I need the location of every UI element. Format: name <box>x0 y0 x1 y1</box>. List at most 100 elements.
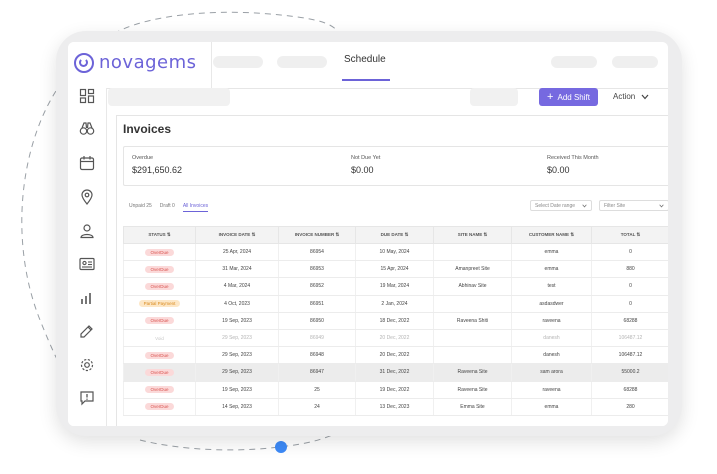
status-cell: OverDue <box>123 312 196 330</box>
status-badge: Partial Payment <box>138 300 181 308</box>
tab-unpaid[interactable]: Unpaid 25 <box>129 203 152 209</box>
invoice-date-cell: 31 Mar, 2024 <box>195 260 279 279</box>
status-badge: Void <box>155 335 164 341</box>
column-header-status[interactable]: STATUS ⇅ <box>123 226 196 244</box>
status-badge: OverDue <box>145 386 174 394</box>
table-row[interactable]: OverDue 29 Sep, 2023 86948 20 Dec, 2022 dane… <box>123 346 668 365</box>
total-cell: 106487.12 <box>591 346 668 365</box>
status-cell: OverDue <box>123 346 196 365</box>
status-cell: OverDue <box>123 381 196 399</box>
customer-name-cell: emma <box>511 398 592 416</box>
overdue-value: $291,650.62 <box>132 165 183 175</box>
nav-placeholder-2[interactable] <box>277 56 327 68</box>
invoices-table: STATUS ⇅ INVOICE DATE ⇅ INVOICE NUMBER ⇅… <box>123 226 668 416</box>
calendar-icon[interactable] <box>79 155 95 171</box>
due-date-cell: 20 Dec, 2022 <box>355 329 434 348</box>
site-name-cell: Raveena Shiti <box>433 312 512 330</box>
action-dropdown[interactable]: Action <box>613 92 649 101</box>
overdue-label: Overdue <box>132 155 154 161</box>
search-placeholder[interactable] <box>108 88 230 106</box>
status-cell: Partial Payment <box>123 295 196 313</box>
nav-placeholder-1[interactable] <box>213 56 263 68</box>
brand-name: novagems <box>99 52 197 73</box>
toolbar-placeholder[interactable] <box>470 88 518 106</box>
edit-icon[interactable] <box>79 323 95 339</box>
table-row[interactable]: Void 29 Sep, 2023 86949 20 Dec, 2022 danesh 1… <box>123 329 668 348</box>
table-row[interactable]: OverDue 14 Sep, 2023 24 13 Dec, 2023 Emma Si… <box>123 398 668 416</box>
invoices-panel: Invoices Overdue $291,650.62 Not Due Yet… <box>116 115 668 426</box>
total-cell: 0 <box>591 295 668 313</box>
column-header-invoice-number[interactable]: INVOICE NUMBER ⇅ <box>278 226 356 244</box>
customer-name-cell: emma <box>511 243 592 262</box>
due-date-cell: 18 Dec, 2022 <box>355 312 434 330</box>
bar-chart-icon[interactable] <box>79 290 95 306</box>
site-name-cell: Emma Site <box>433 398 512 416</box>
add-shift-label: Add Shift <box>557 92 590 102</box>
received-label: Received This Month <box>547 155 599 161</box>
total-cell: 106487.12 <box>591 329 668 348</box>
date-range-select[interactable]: Select Date range <box>530 200 592 211</box>
date-range-placeholder: Select Date range <box>535 202 576 209</box>
dashboard-icon[interactable] <box>79 88 95 104</box>
chevron-down-icon <box>642 94 649 100</box>
plus-icon: + <box>547 91 554 103</box>
brand-logo[interactable]: novagems <box>74 52 197 73</box>
invoice-date-cell: 25 Apr, 2024 <box>195 243 279 262</box>
chevron-down-icon <box>582 203 587 208</box>
table-row[interactable]: OverDue 4 Mar, 2024 86952 19 Mar, 2024 Abhin… <box>123 277 668 296</box>
user-icon[interactable] <box>79 223 95 239</box>
customer-name-cell: danesh <box>511 329 592 348</box>
table-row[interactable]: OverDue 19 Sep, 2023 86950 18 Dec, 2022 Rave… <box>123 312 668 330</box>
invoice-date-cell: 19 Sep, 2023 <box>195 312 279 330</box>
table-row[interactable]: OverDue 19 Sep, 2023 25 19 Dec, 2022 Raveena… <box>123 381 668 399</box>
customer-name-cell: emma <box>511 260 592 279</box>
total-cell: 280 <box>591 398 668 416</box>
divider <box>211 42 212 88</box>
tab-all-invoices[interactable]: All Invoices <box>182 203 209 212</box>
column-header-site-name[interactable]: SITE NAME ⇅ <box>433 226 512 244</box>
id-card-icon[interactable] <box>79 256 95 272</box>
site-name-cell <box>433 243 512 262</box>
column-header-total[interactable]: TOTAL ⇅ <box>591 226 668 244</box>
site-name-cell: Abhinav Site <box>433 277 512 296</box>
table-row[interactable]: Partial Payment 4 Oct, 2023 86951 2 Jan, 20… <box>123 295 668 313</box>
column-header-invoice-date[interactable]: INVOICE DATE ⇅ <box>195 226 279 244</box>
invoice-number-cell: 25 <box>278 381 356 399</box>
table-row[interactable]: OverDue 25 Apr, 2024 86954 10 May, 2024 emma… <box>123 243 668 262</box>
total-cell: 55000.2 <box>591 363 668 382</box>
header-placeholder-1[interactable] <box>551 56 597 68</box>
customer-name-cell: raveena <box>511 381 592 399</box>
add-shift-button[interactable]: + Add Shift <box>539 88 598 106</box>
status-badge: OverDue <box>145 248 174 256</box>
active-tab-indicator <box>342 79 390 81</box>
tab-draft[interactable]: Draft 0 <box>159 203 175 209</box>
invoice-date-cell: 4 Mar, 2024 <box>195 277 279 296</box>
table-header-row: STATUS ⇅ INVOICE DATE ⇅ INVOICE NUMBER ⇅… <box>123 226 668 244</box>
status-cell: OverDue <box>123 243 196 262</box>
status-badge: OverDue <box>145 317 174 325</box>
due-date-cell: 2 Jan, 2024 <box>355 295 434 313</box>
invoice-date-cell: 14 Sep, 2023 <box>195 398 279 416</box>
column-header-customer-name[interactable]: CUSTOMER NAME ⇅ <box>511 226 592 244</box>
feedback-icon[interactable] <box>79 390 95 406</box>
status-badge: OverDue <box>145 368 174 376</box>
site-name-cell: Raveena Site <box>433 381 512 399</box>
tab-schedule[interactable]: Schedule <box>344 54 386 65</box>
settings-icon[interactable] <box>79 357 95 373</box>
top-bar: novagems Schedule <box>68 42 668 89</box>
table-row[interactable]: OverDue 29 Sep, 2023 86947 31 Dec, 2022 Rave… <box>123 363 668 382</box>
site-name-cell <box>433 346 512 365</box>
status-cell: OverDue <box>123 398 196 416</box>
binoculars-icon[interactable] <box>79 121 95 137</box>
table-row[interactable]: OverDue 31 Mar, 2024 86953 15 Apr, 2024 Aman… <box>123 260 668 279</box>
site-filter-select[interactable]: Filter Site <box>599 200 668 211</box>
customer-name-cell: sam arora <box>511 363 592 382</box>
invoice-number-cell: 86953 <box>278 260 356 279</box>
invoice-number-cell: 24 <box>278 398 356 416</box>
due-date-cell: 19 Mar, 2024 <box>355 277 434 296</box>
invoice-number-cell: 86951 <box>278 295 356 313</box>
column-header-due-date[interactable]: DUE DATE ⇅ <box>355 226 434 244</box>
invoice-date-cell: 29 Sep, 2023 <box>195 329 279 348</box>
location-pin-icon[interactable] <box>79 189 95 205</box>
header-placeholder-2[interactable] <box>612 56 658 68</box>
